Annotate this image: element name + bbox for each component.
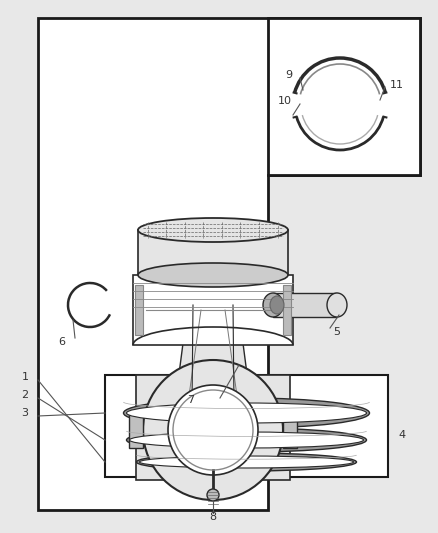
Ellipse shape <box>270 296 284 314</box>
Polygon shape <box>283 285 291 335</box>
Ellipse shape <box>124 398 370 428</box>
Text: 10: 10 <box>278 96 292 106</box>
Ellipse shape <box>137 453 357 471</box>
Ellipse shape <box>127 428 367 452</box>
Circle shape <box>207 489 219 501</box>
Text: 3: 3 <box>21 408 28 418</box>
Text: 1: 1 <box>21 372 28 382</box>
Polygon shape <box>268 18 420 175</box>
Polygon shape <box>129 412 143 448</box>
Text: 7: 7 <box>187 395 194 405</box>
Text: 4: 4 <box>398 430 405 440</box>
Ellipse shape <box>263 293 283 317</box>
Text: 2: 2 <box>21 390 28 400</box>
Text: 6: 6 <box>59 337 66 347</box>
Polygon shape <box>38 18 420 510</box>
Text: 11: 11 <box>390 80 404 90</box>
Text: 5: 5 <box>333 327 340 337</box>
Circle shape <box>168 385 258 475</box>
Ellipse shape <box>138 218 288 242</box>
Polygon shape <box>105 375 388 477</box>
Polygon shape <box>136 375 290 480</box>
Ellipse shape <box>138 263 288 287</box>
Text: 9: 9 <box>285 70 292 80</box>
Ellipse shape <box>139 456 353 468</box>
Polygon shape <box>135 285 143 335</box>
Circle shape <box>143 360 283 500</box>
Polygon shape <box>133 275 293 345</box>
Ellipse shape <box>127 403 367 423</box>
Text: 8: 8 <box>209 512 216 522</box>
Ellipse shape <box>327 293 347 317</box>
Polygon shape <box>173 305 253 420</box>
Polygon shape <box>273 293 337 317</box>
Ellipse shape <box>130 432 364 448</box>
Polygon shape <box>138 230 288 275</box>
Polygon shape <box>283 412 297 448</box>
